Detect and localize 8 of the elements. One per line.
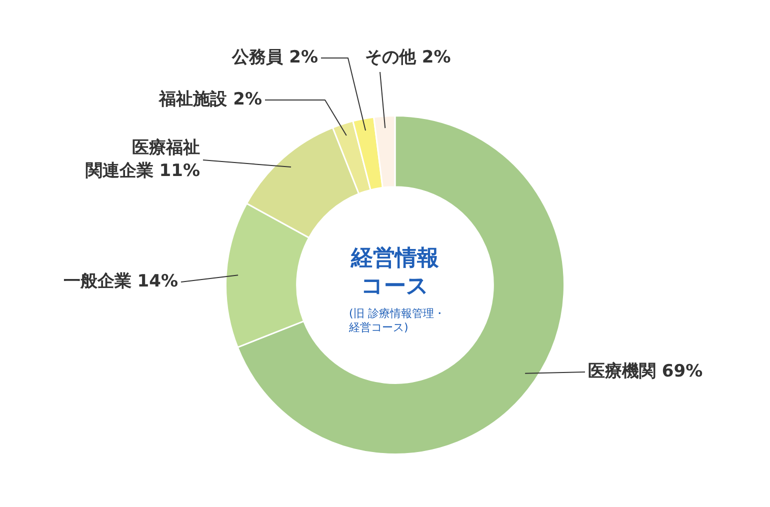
slice-label: 医療福祉関連企業 11% [85,138,200,181]
slice-label: 福祉施設 2% [158,89,262,110]
slice-label: その他 2% [365,47,451,68]
text: 経営情報コース [350,245,440,301]
slice-label: 一般企業 14% [63,271,178,292]
slice-label: 医療機関 69% [588,361,703,382]
slice-label: 公務員 2% [231,47,318,68]
text: (旧 診療情報管理・経営コース) [349,307,446,335]
